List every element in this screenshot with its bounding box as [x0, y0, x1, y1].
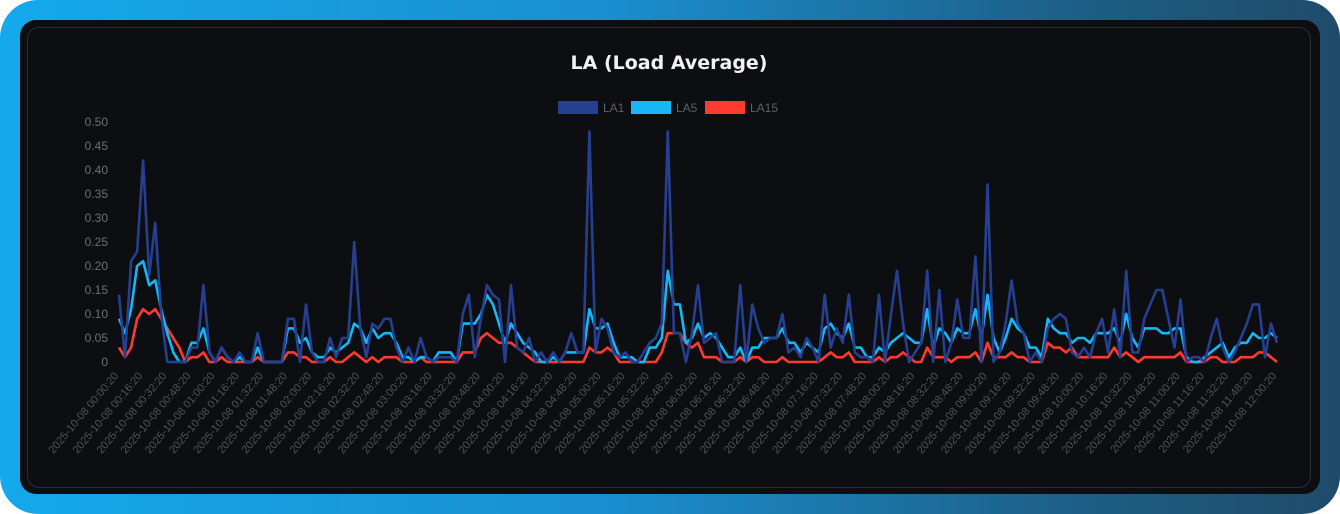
legend: LA1 LA5 LA15	[558, 101, 778, 115]
y-tick-label: 0.15	[85, 283, 109, 297]
legend-label-la15[interactable]: LA15	[750, 101, 778, 115]
y-tick-label: 0.05	[85, 331, 109, 345]
legend-swatch-la5[interactable]	[631, 101, 671, 114]
series-la1	[117, 130, 1279, 364]
series-la5	[117, 259, 1278, 364]
legend-swatch-la15[interactable]	[705, 101, 745, 114]
y-tick-label: 0.30	[85, 211, 109, 225]
series-la15	[117, 307, 1278, 364]
legend-label-la1[interactable]: LA1	[603, 101, 625, 115]
plot-area	[117, 130, 1279, 364]
y-tick-label: 0.40	[85, 163, 109, 177]
line-la5	[117, 259, 1278, 364]
y-axis: 0 0.05 0.10 0.15 0.20 0.25 0.30 0.35 0.40 0.45 0.5…	[85, 115, 109, 369]
y-tick-label: 0.25	[85, 235, 109, 249]
chart-title: LA (Load Average)	[571, 52, 768, 74]
y-tick-label: 0	[101, 355, 108, 369]
legend-swatch-la1[interactable]	[558, 101, 598, 114]
line-la15	[117, 307, 1278, 364]
y-tick-label: 0.10	[85, 307, 109, 321]
y-tick-label: 0.45	[85, 139, 109, 153]
y-tick-label: 0.50	[85, 115, 109, 129]
legend-label-la5[interactable]: LA5	[676, 101, 698, 115]
y-tick-label: 0.20	[85, 259, 109, 273]
y-tick-label: 0.35	[85, 187, 109, 201]
